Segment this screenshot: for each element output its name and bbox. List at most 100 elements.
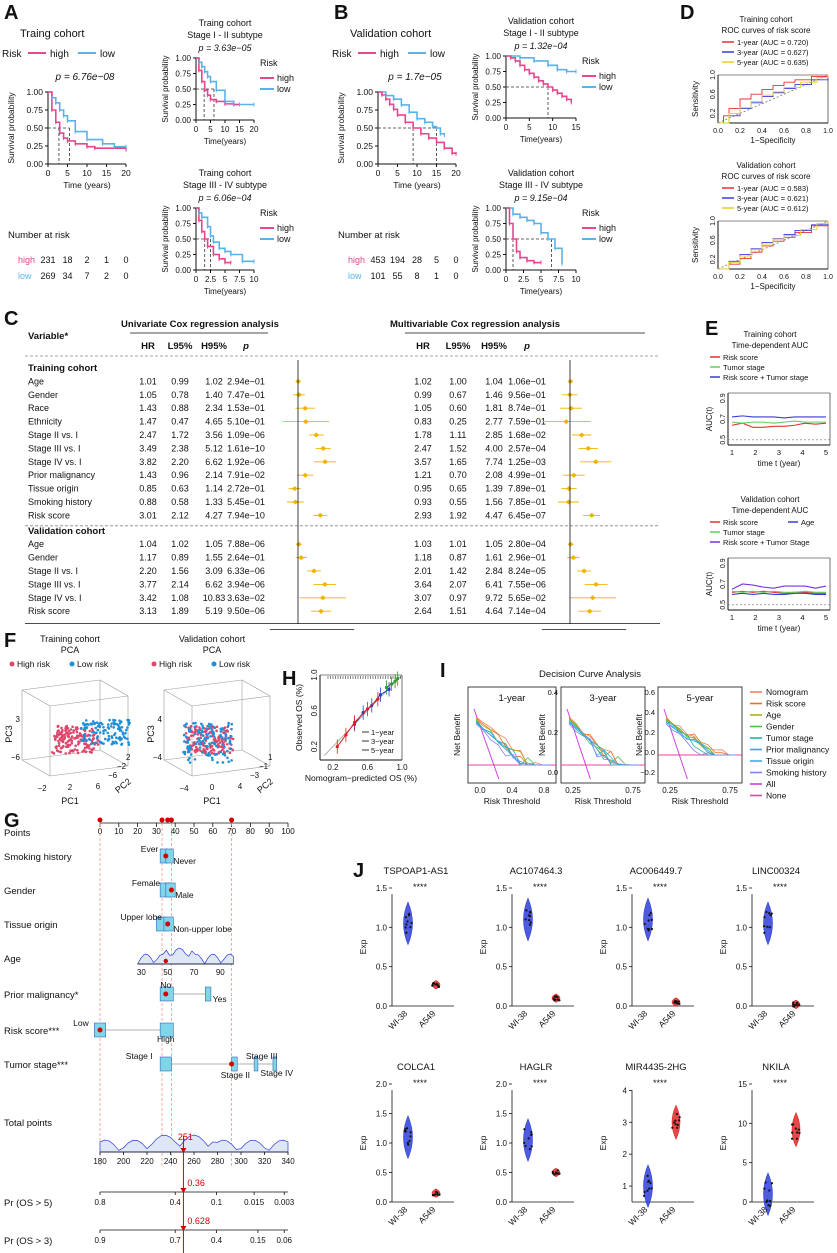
violin-point <box>762 925 766 928</box>
pca-point-high <box>65 728 68 731</box>
pca-box-edge <box>191 695 271 707</box>
forest-multi-point <box>586 608 593 614</box>
violin-point <box>431 982 435 985</box>
pca-point-high <box>64 741 68 745</box>
auc-x-tick-label: 5 <box>824 613 828 622</box>
pca-point-high <box>96 739 100 742</box>
cal-legend-label: 3−year <box>371 737 395 746</box>
cal-line <box>336 698 379 747</box>
forest-multi-value: 7.59e−01 <box>508 417 546 427</box>
violin-y-tick-label: 3 <box>623 1118 628 1127</box>
forest-uni-value: 5.10e−01 <box>227 417 265 427</box>
forest-uni-value: 1.05 <box>139 390 157 400</box>
nomo-age-tick: 50 <box>163 968 172 977</box>
risk-table-row-label: low <box>18 271 32 281</box>
cal-x-tick-label: 0.2 <box>327 763 339 772</box>
roc-y-tick-label: 0.6 <box>710 235 717 245</box>
risk-table-cell: 1 <box>434 271 439 281</box>
violin-y-label: Exp <box>718 939 728 954</box>
dca-y-label: Net Benefit <box>452 713 462 756</box>
violin-point <box>551 1172 555 1175</box>
nomo-prob-tick-label: 0.4 <box>211 1236 223 1245</box>
violin-sig: **** <box>413 882 428 892</box>
forest-header-variable: Variable* <box>28 331 68 342</box>
pca-point-high <box>59 746 63 750</box>
risk-table-row-label: high <box>18 255 35 265</box>
pca-box-edge <box>163 759 193 777</box>
violin-point <box>404 1128 407 1131</box>
roc-x-tick-label: 0.4 <box>757 128 767 135</box>
violin-y-tick-label: 0.5 <box>736 963 748 972</box>
pca-point-high <box>184 731 188 735</box>
pca-legend-high: High risk <box>159 659 193 669</box>
forest-multi-value: 7.55e−06 <box>508 579 546 589</box>
forest-multi-point <box>570 555 577 561</box>
panel-a: Traing cohort Risk high low p = 6.76e−08 0.00… <box>0 0 330 305</box>
km-y-tick-label: 0.25 <box>175 251 191 260</box>
violin-y-tick-label: 1.5 <box>496 884 508 893</box>
auc-y-tick-label: 0.9 <box>720 558 727 568</box>
forest-multi-value: 2.01 <box>414 566 432 576</box>
forest-uni-value: 2.20 <box>171 457 189 467</box>
nomo-points-tick-label: 90 <box>265 827 274 836</box>
pca-point-high <box>72 729 75 732</box>
violin-y-tick-label: 10 <box>738 1119 747 1128</box>
nomo-points-tick-label: 10 <box>114 827 123 836</box>
forest-uni-value: 3.13 <box>139 606 157 616</box>
violin-point <box>673 1121 676 1124</box>
pca-point-low <box>120 726 124 729</box>
pca-point-high <box>56 749 60 753</box>
pca-point-high <box>198 726 201 729</box>
forest-multi-value: 0.70 <box>449 470 467 480</box>
pca-point-low <box>95 721 99 724</box>
panel-label-d: D <box>680 2 695 24</box>
dca-legend-label: Smoking history <box>766 768 827 778</box>
roc-curve <box>718 221 829 270</box>
forest-uni-value: 5.12 <box>205 443 223 453</box>
pca-point-high <box>61 728 64 732</box>
violin-point <box>766 1199 769 1202</box>
nomo-level-label: No <box>160 980 171 990</box>
forest-variable: Stage III vs. I <box>28 579 81 589</box>
roc-x-tick-label: 0.0 <box>713 274 723 281</box>
dca-curve <box>475 723 550 766</box>
violin-body <box>523 1118 533 1163</box>
auc-legend-label: Tumor stage <box>723 363 765 372</box>
pca-point-high <box>197 748 200 751</box>
nomo-total-tick-label: 180 <box>93 1157 107 1166</box>
pca-point-low <box>213 753 217 756</box>
pca-point-high <box>56 725 60 728</box>
roc-curve <box>718 75 829 124</box>
pca-point-high <box>190 747 194 751</box>
pca-point-low <box>226 756 229 760</box>
dca-y-label: Net Benefit <box>537 713 547 756</box>
violin-y-tick-label: 0.0 <box>616 1002 628 1011</box>
pca-point-low <box>221 743 224 746</box>
forest-multi-value: 2.64 <box>414 606 432 616</box>
roc-legend-label: 1-year (AUC = 0.583) <box>737 184 809 193</box>
violin-x-label: A549 <box>776 1008 797 1029</box>
pca-point-low <box>186 739 190 742</box>
auc-legend-label: Risk score <box>723 518 758 527</box>
violin-point <box>795 1137 799 1140</box>
roc-x-tick-label: 1.0 <box>823 128 833 135</box>
violin-x-label: WI-38 <box>386 1008 409 1031</box>
pca-point-high <box>220 745 223 748</box>
panel-label-f: F <box>4 630 17 652</box>
pca-point-low <box>124 731 127 735</box>
km-y-tick-label: 1.00 <box>485 204 501 213</box>
pca-point-high <box>69 728 73 731</box>
forest-uni-value: 1.01 <box>139 376 157 386</box>
pca-box-edge <box>49 695 129 707</box>
violin-sig: **** <box>533 1078 548 1088</box>
pca-point-low <box>116 727 120 731</box>
roc-x-tick-label: 1.0 <box>823 274 833 281</box>
forest-multi-value: 6.41 <box>485 579 503 589</box>
auc-legend-label: Risk score + Tumor stage <box>723 373 808 382</box>
risk-table-cell: 2 <box>104 271 109 281</box>
forest-multi-point <box>592 459 599 465</box>
pca-point-high <box>88 747 91 750</box>
pca-point-high <box>57 739 60 743</box>
pca-z-tick: −4 <box>153 753 163 762</box>
nomo-var-label: Tumor stage*** <box>4 1060 68 1071</box>
